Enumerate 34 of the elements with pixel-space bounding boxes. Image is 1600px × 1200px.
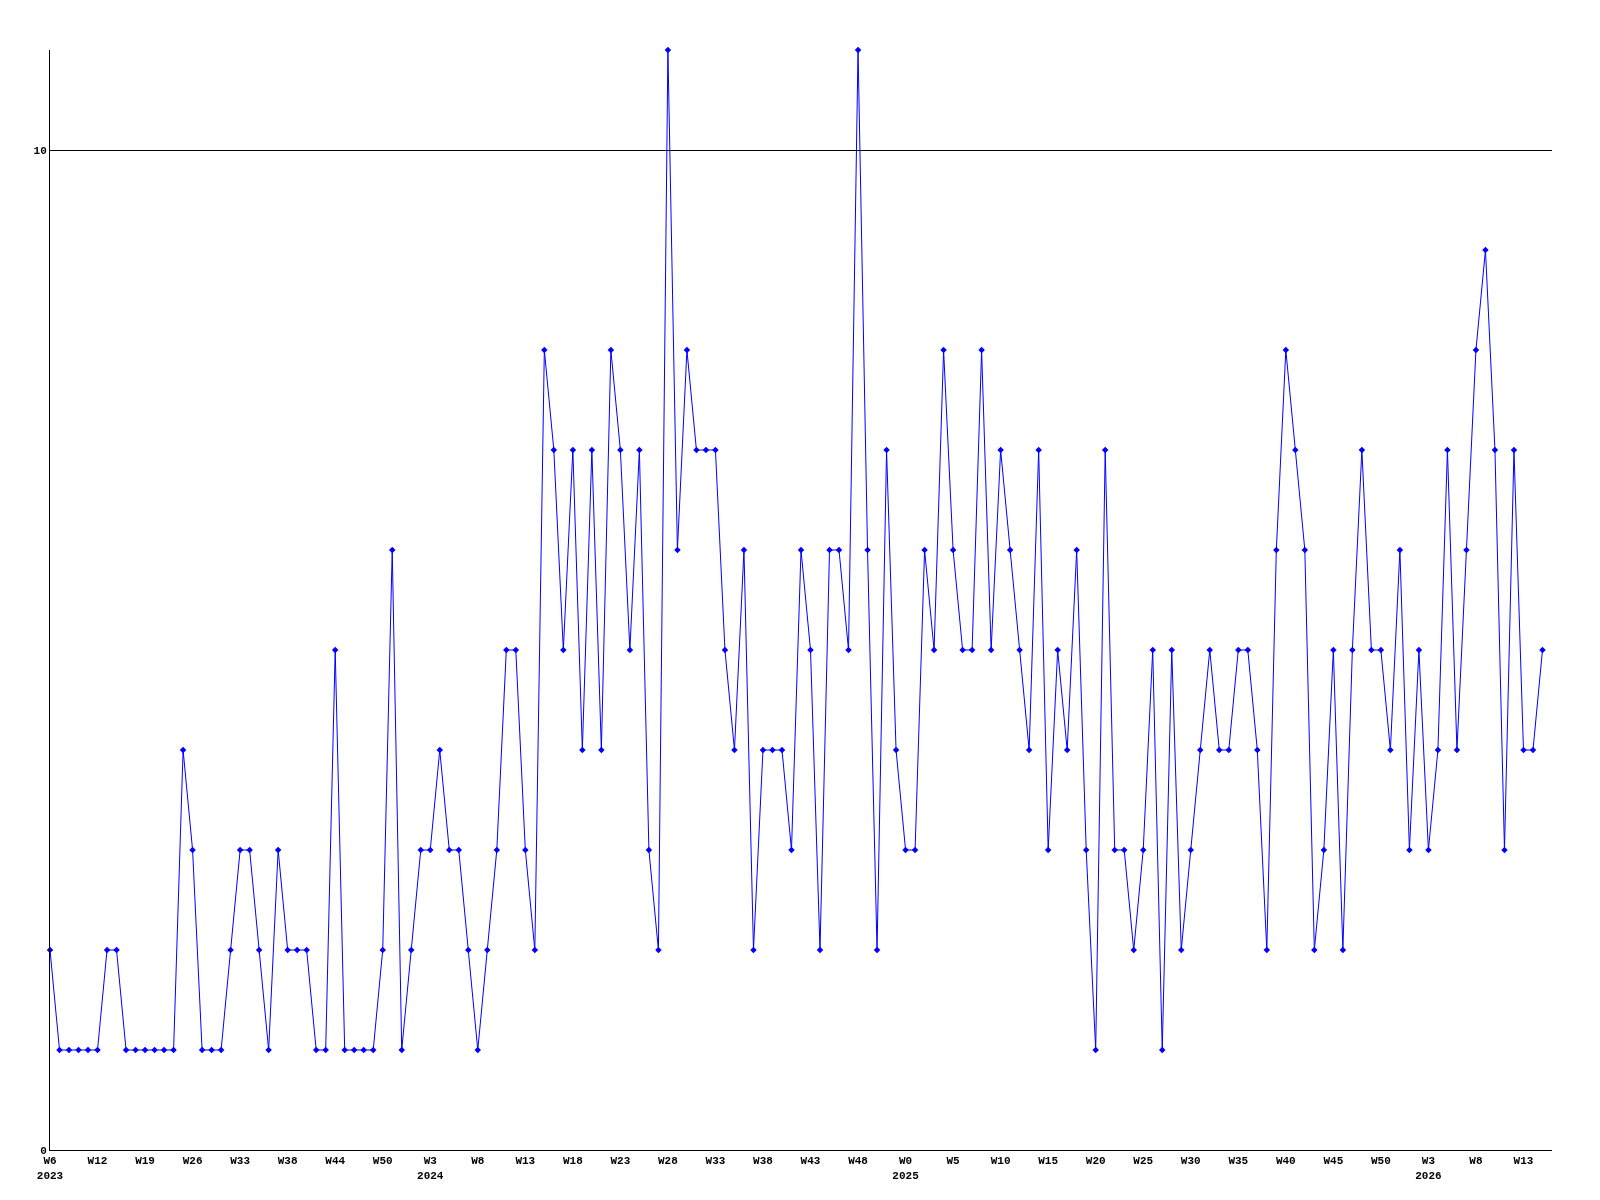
y-tick-label: 10 [33,144,47,157]
x-tick-label: W25 [1133,1155,1154,1168]
x-tick-label: W33 [230,1155,251,1168]
x-tick-label: W30 [1180,1155,1201,1168]
x-tick-label: W6 2023 [36,1155,64,1182]
x-tick-label: W23 [610,1155,631,1168]
x-tick-label: W50 [1370,1155,1391,1168]
x-tick-label: W12 [87,1155,108,1168]
y-tick-label: 0 [40,1144,47,1157]
x-tick-label: W40 [1275,1155,1296,1168]
x-tick-label: W18 [562,1155,584,1168]
x-tick-label: W8 [1469,1155,1483,1168]
x-tick-label: W3 2026 [1415,1155,1442,1182]
x-tick-label: W10 [990,1155,1011,1168]
x-tick-label: W13 [515,1155,536,1168]
x-tick-label: W28 [658,1155,679,1168]
x-tick-label: W44 [325,1155,346,1168]
x-tick-label: W8 [471,1155,485,1168]
x-tick-label: W26 [182,1155,203,1168]
x-tick-label: W33 [705,1155,726,1168]
x-tick-label: W38 [277,1155,298,1168]
x-tick-label: W5 [946,1155,961,1168]
x-tick-label: W50 [372,1155,393,1168]
x-tick-label: W35 [1228,1155,1249,1168]
x-tick-label: W0 2025 [892,1155,920,1182]
x-tick-label: W43 [800,1155,821,1168]
x-tick-label: W13 [1513,1155,1534,1168]
x-tick-label: W45 [1323,1155,1344,1168]
x-tick-label: W20 [1085,1155,1106,1168]
x-tick-label: W19 [135,1155,155,1168]
x-tick-label: W15 [1038,1155,1059,1168]
x-tick-label: W38 [753,1155,774,1168]
x-tick-label: W3 2024 [417,1155,444,1182]
x-tick-label: W48 [848,1155,869,1168]
